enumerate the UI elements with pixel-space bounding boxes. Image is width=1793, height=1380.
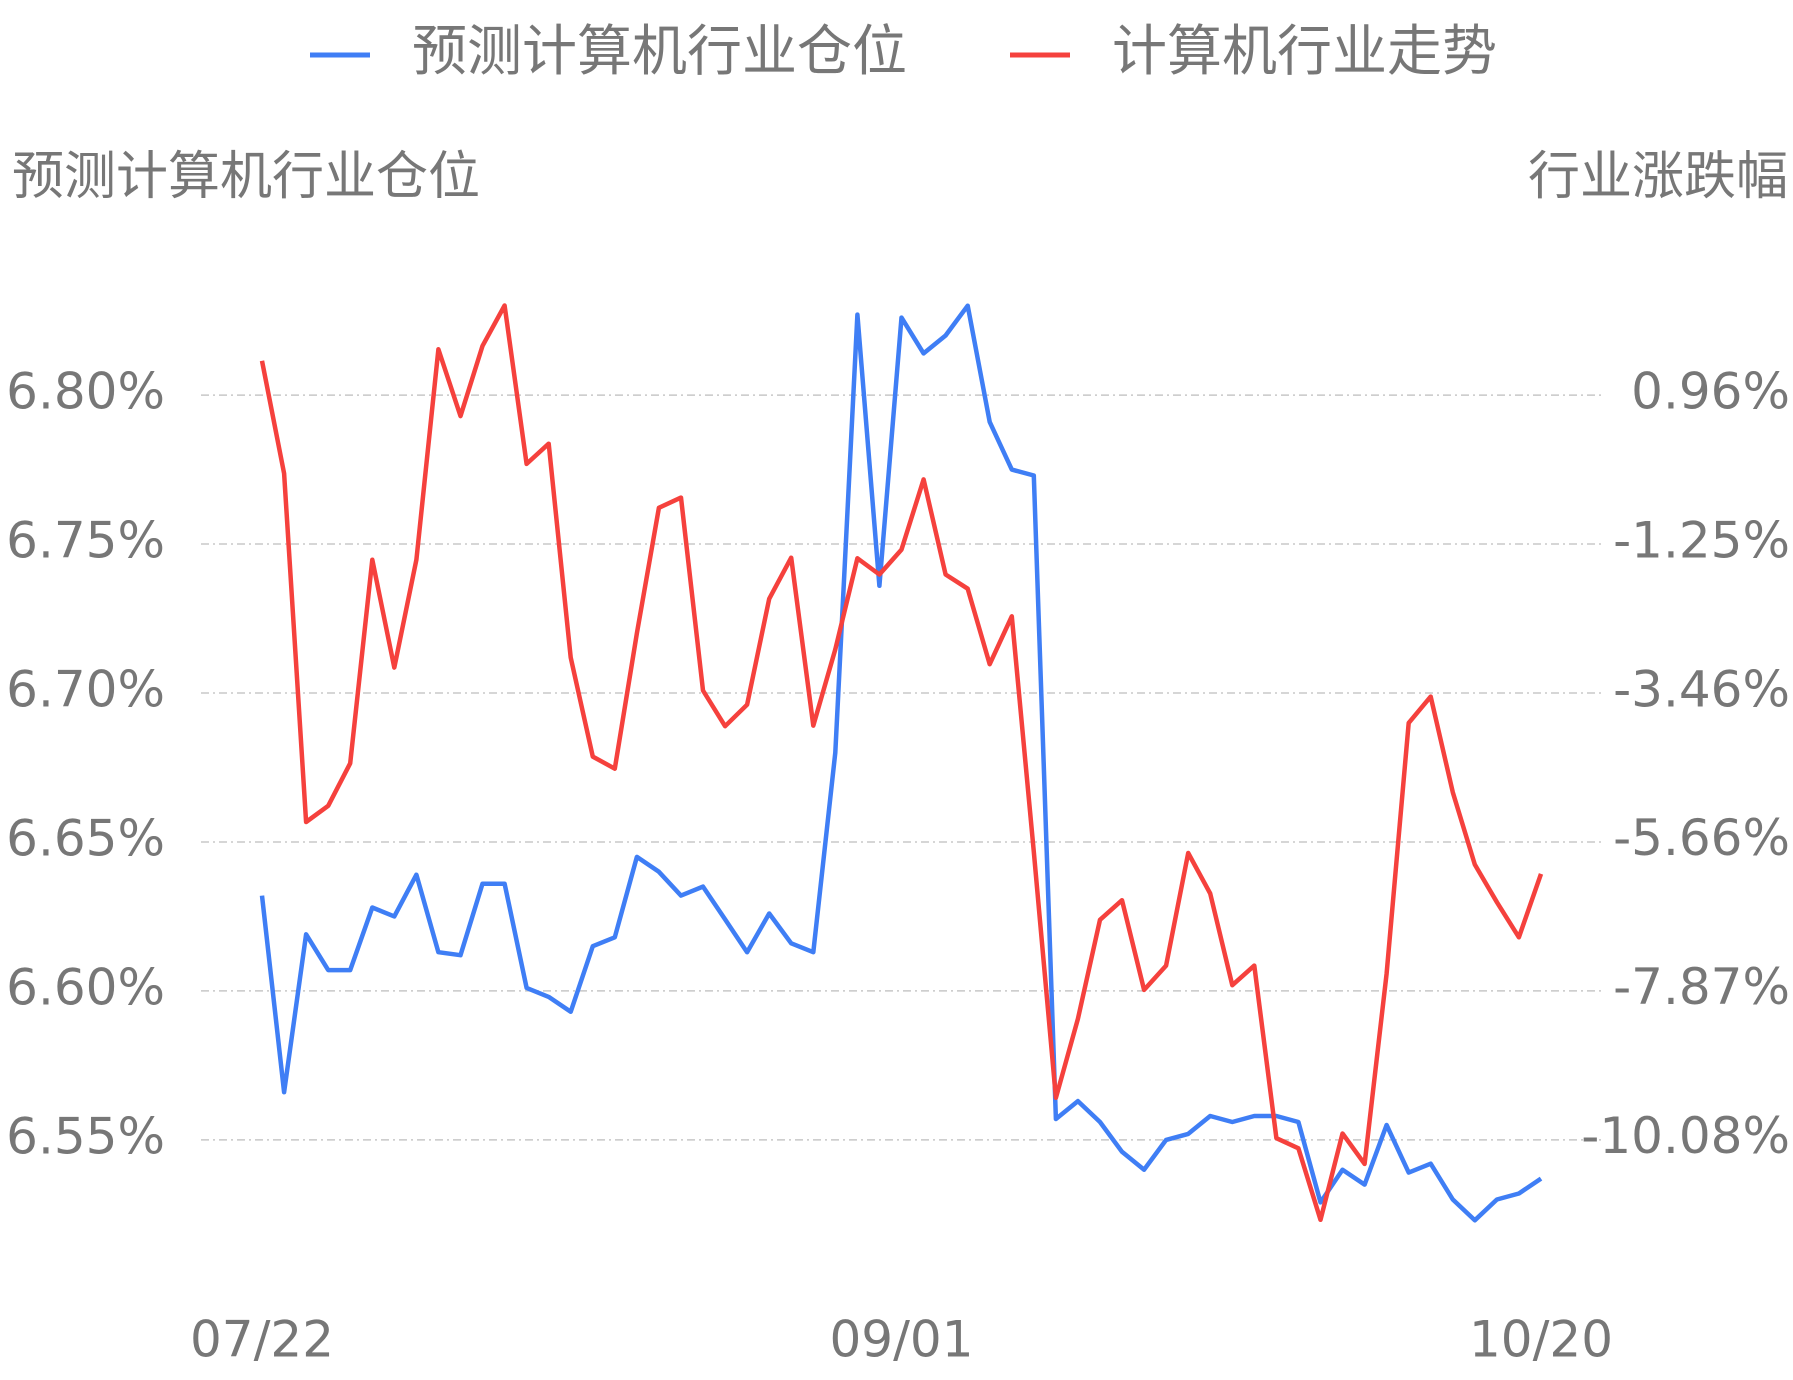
y2-tick-label: -10.08%: [1581, 1107, 1790, 1165]
y2-tick-label: -3.46%: [1613, 661, 1790, 719]
y-tick-label: 6.60%: [6, 958, 165, 1016]
y2-axis-title: 行业涨跌幅: [1528, 147, 1788, 207]
y-tick-label: 6.55%: [6, 1107, 165, 1165]
y-axis-title: 预测计算机行业仓位: [12, 147, 480, 207]
series-line: [259, 303, 1544, 1223]
y-tick-label: 6.75%: [6, 512, 165, 570]
y-tick-label: 6.70%: [6, 661, 165, 719]
x-tick-label: 09/01: [829, 1311, 973, 1369]
y2-tick-label: 0.96%: [1631, 363, 1790, 421]
y2-tick-label: -5.66%: [1613, 809, 1790, 867]
y-tick-label: 6.80%: [6, 363, 165, 421]
y-tick-label: 6.65%: [6, 809, 165, 867]
legend-label: 计算机行业走势: [1112, 19, 1497, 83]
legend-label: 预测计算机行业仓位: [412, 19, 907, 83]
series-line: [259, 303, 1543, 1223]
y2-tick-label: -7.87%: [1613, 958, 1790, 1016]
x-tick-label: 10/20: [1469, 1311, 1613, 1369]
x-tick-label: 07/22: [190, 1311, 334, 1369]
y2-tick-label: -1.25%: [1613, 512, 1790, 570]
